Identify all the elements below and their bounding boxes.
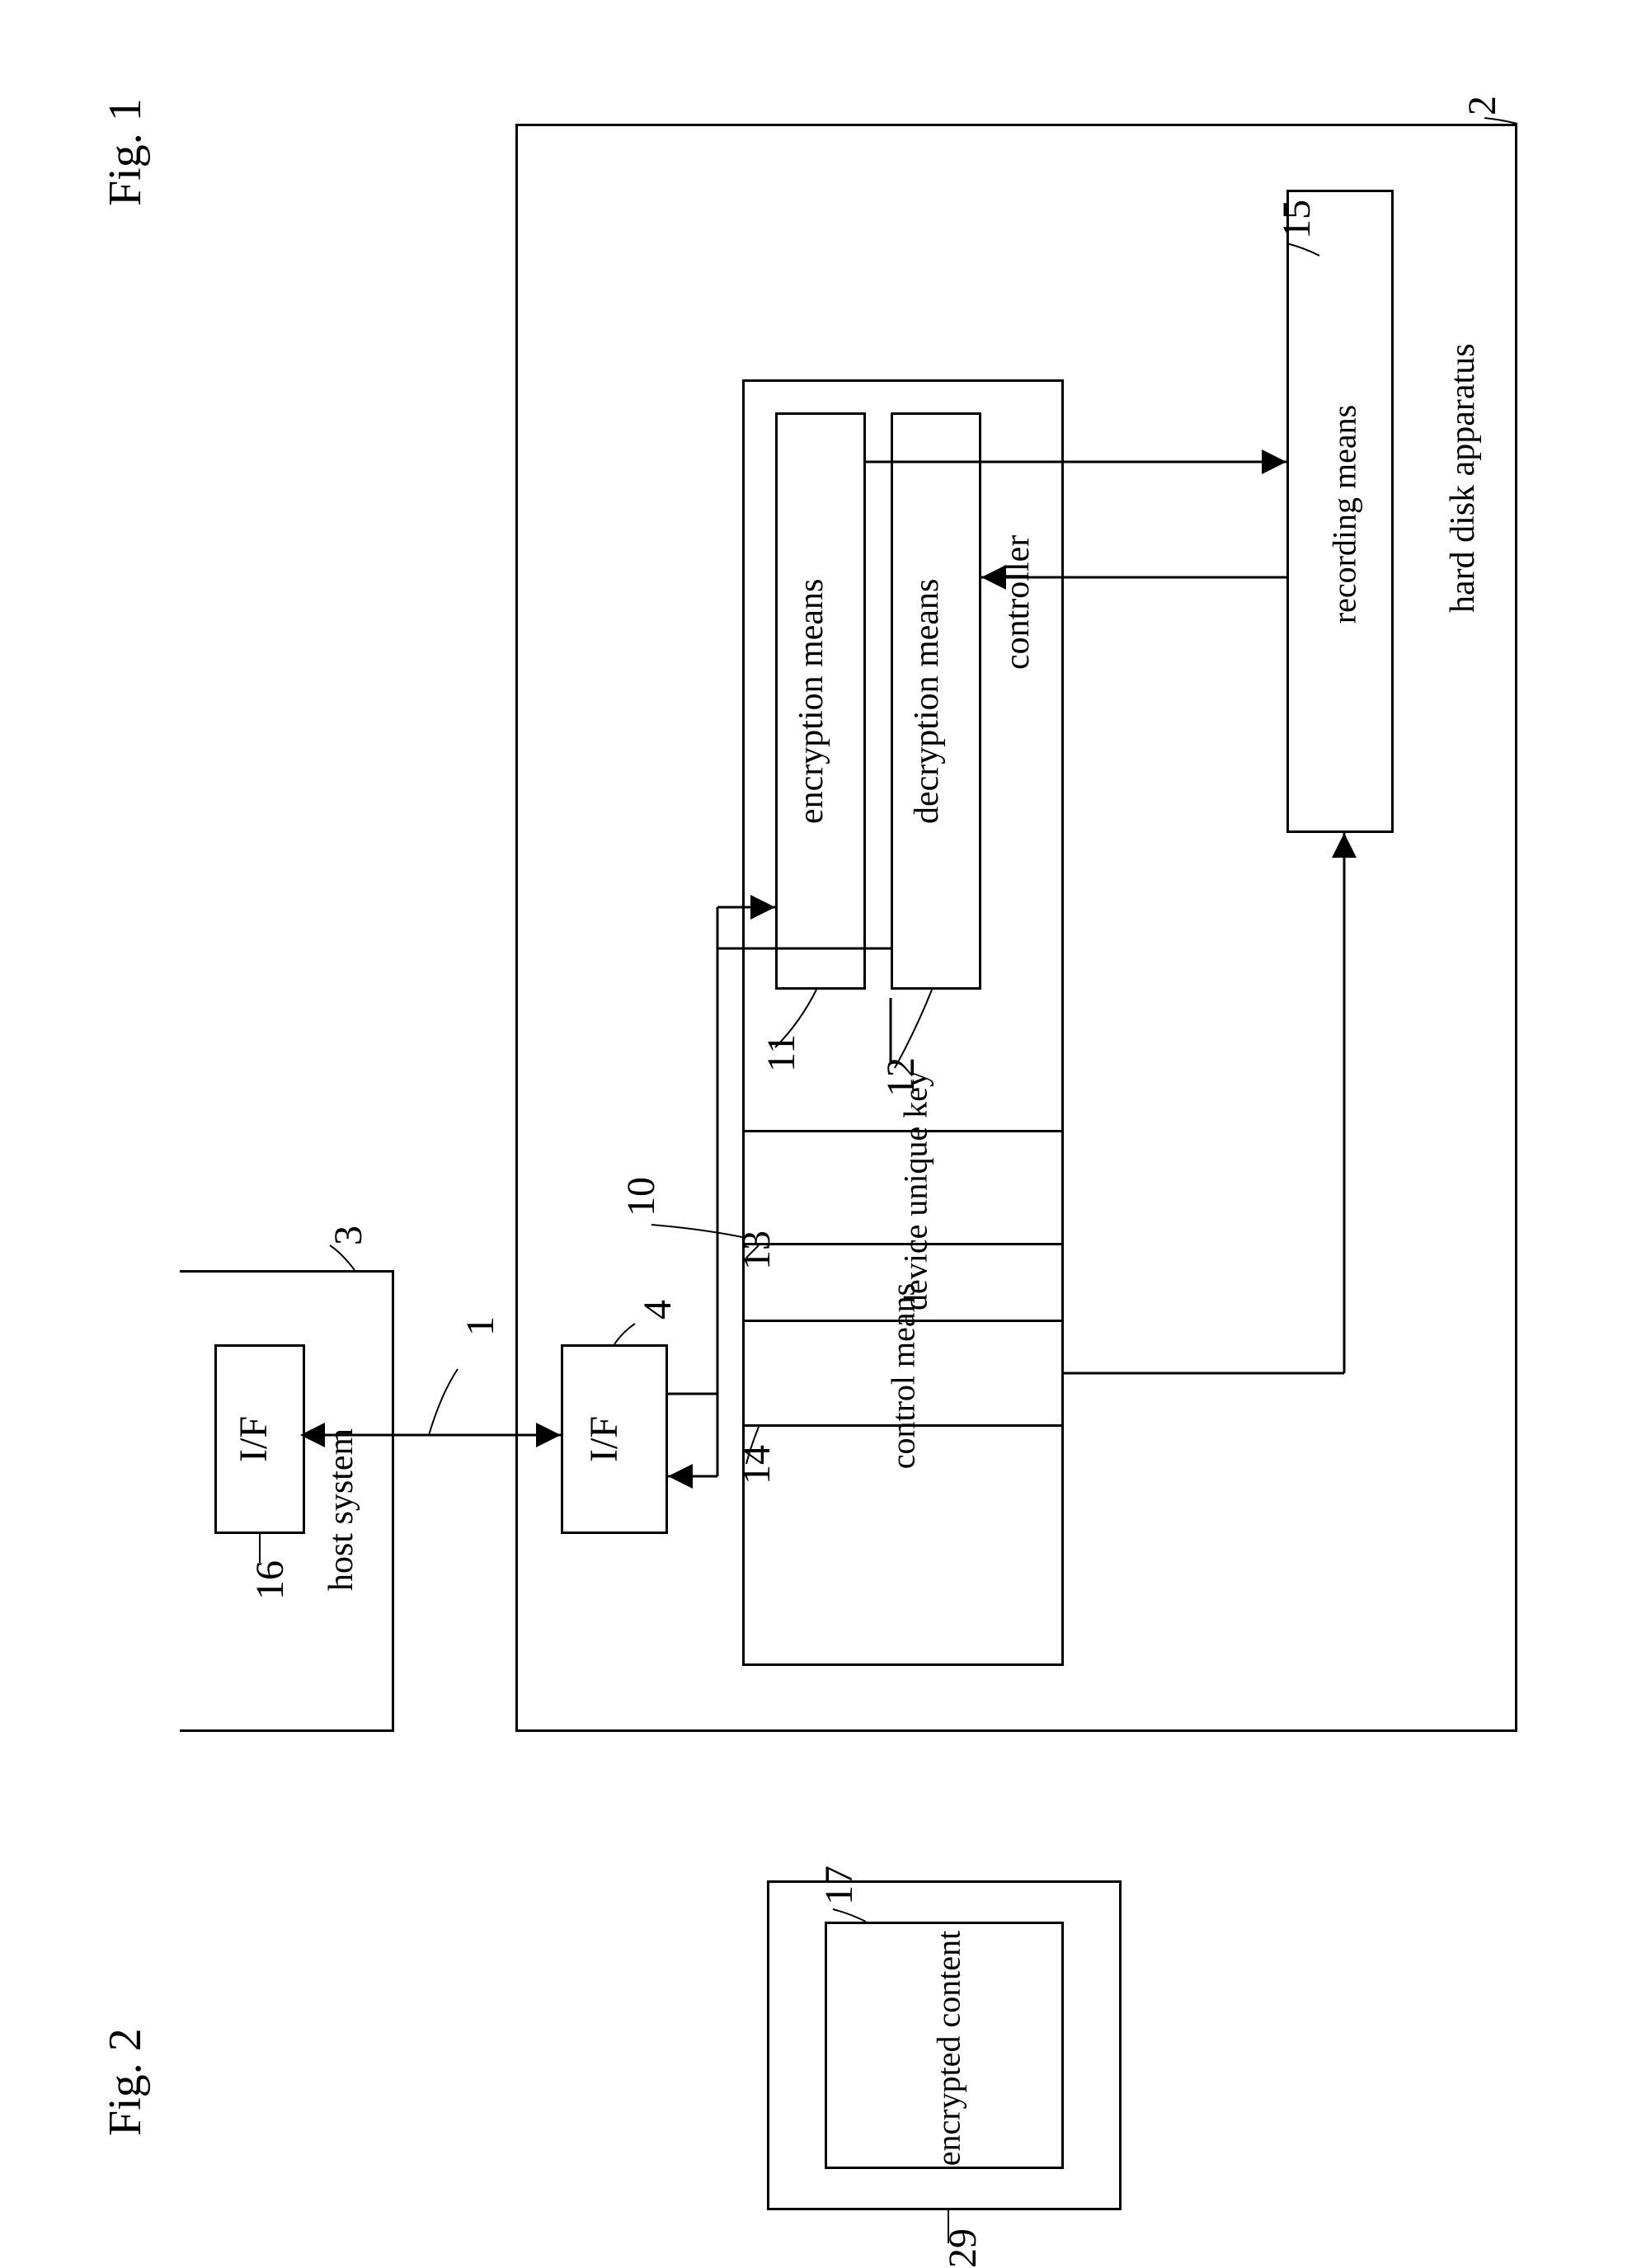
fig2-label: Fig. 2 (99, 2028, 152, 2136)
encryption-label: encryption means (792, 437, 831, 965)
host-system-title: host system (322, 1303, 361, 1715)
hdd-if-label: I/F (581, 1386, 627, 1493)
controller-num: 10 (618, 1177, 664, 1216)
key-num: 13 (734, 1230, 779, 1270)
recording-label: recording means (1325, 234, 1364, 795)
hdd-num: 2 (1460, 96, 1505, 115)
decryption-label: decryption means (907, 437, 947, 965)
control-label: control means (884, 1108, 923, 1645)
recording-num: 15 (1274, 200, 1319, 239)
host-if-num: 16 (247, 1560, 293, 1600)
fig2-inner-num: 17 (816, 1866, 862, 1905)
bus-num: 1 (458, 1316, 503, 1336)
host-if-label: I/F (231, 1386, 276, 1493)
fig2-inner-label: encrypted content (929, 1884, 968, 2214)
fig2-outer-num: 29 (940, 2228, 985, 2268)
host-system-num: 3 (326, 1226, 371, 1245)
encryption-num: 11 (759, 1034, 804, 1072)
hdd-title: hard disk apparatus (1443, 148, 1483, 808)
control-num: 14 (734, 1445, 779, 1485)
fig1-label: Fig. 1 (99, 98, 152, 206)
controller-title: controller (998, 404, 1037, 800)
hdd-if-num: 4 (635, 1300, 680, 1320)
